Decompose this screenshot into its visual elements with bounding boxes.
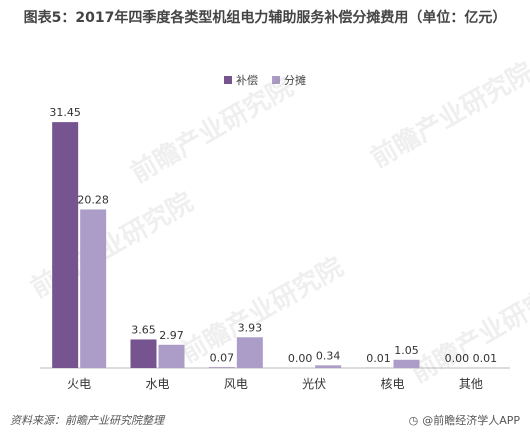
legend-swatch-allocation <box>272 76 280 84</box>
data-label-allocation-2: 3.93 <box>238 321 263 334</box>
legend-item-allocation: 分摊 <box>272 72 306 88</box>
data-label-allocation-0: 20.28 <box>77 193 109 206</box>
bar-compensation-0 <box>52 122 79 368</box>
brand-label: @前瞻经济学人APP <box>422 414 520 427</box>
data-label-allocation-3: 0.34 <box>316 349 341 362</box>
legend-item-compensation: 补偿 <box>224 72 258 88</box>
bar-allocation-1 <box>158 344 185 368</box>
bar-allocation-3 <box>315 365 342 368</box>
bar-allocation-2 <box>236 337 263 368</box>
x-tick-label-1: 水电 <box>145 377 169 391</box>
x-tick-label-5: 其他 <box>459 377 483 391</box>
data-label-compensation-2: 0.07 <box>210 351 235 364</box>
chart-title: 图表5：2017年四季度各类型机组电力辅助服务补偿分摊费用（单位：亿元） <box>23 10 507 26</box>
data-label-compensation-3: 0.00 <box>288 352 313 365</box>
bar-compensation-1 <box>130 339 157 368</box>
data-label-allocation-1: 2.97 <box>159 329 184 342</box>
bar-allocation-0 <box>80 209 107 368</box>
brand-credit: ◷ @前瞻经济学人APP <box>409 412 520 428</box>
x-tick-label-2: 风电 <box>224 377 248 391</box>
data-label-compensation-4: 0.01 <box>366 352 391 365</box>
legend-label-compensation: 补偿 <box>236 74 258 87</box>
x-tick-label-3: 光伏 <box>302 377 326 391</box>
data-label-compensation-0: 31.45 <box>49 106 81 119</box>
data-label-compensation-5: 0.00 <box>445 352 470 365</box>
data-label-allocation-4: 1.05 <box>394 344 419 357</box>
bar-allocation-4 <box>393 359 420 368</box>
clock-icon: ◷ <box>408 413 419 427</box>
bar-compensation-2 <box>208 367 235 368</box>
data-label-compensation-1: 3.65 <box>131 323 156 336</box>
data-label-allocation-5: 0.01 <box>473 352 498 365</box>
legend-label-allocation: 分摊 <box>284 74 306 87</box>
source-note: 资料来源：前瞻产业研究院整理 <box>10 414 164 427</box>
x-tick-label-0: 火电 <box>67 377 91 391</box>
chart-legend: 补偿 分摊 <box>0 72 530 88</box>
x-tick-label-4: 核电 <box>380 377 404 391</box>
legend-swatch-compensation <box>224 76 232 84</box>
